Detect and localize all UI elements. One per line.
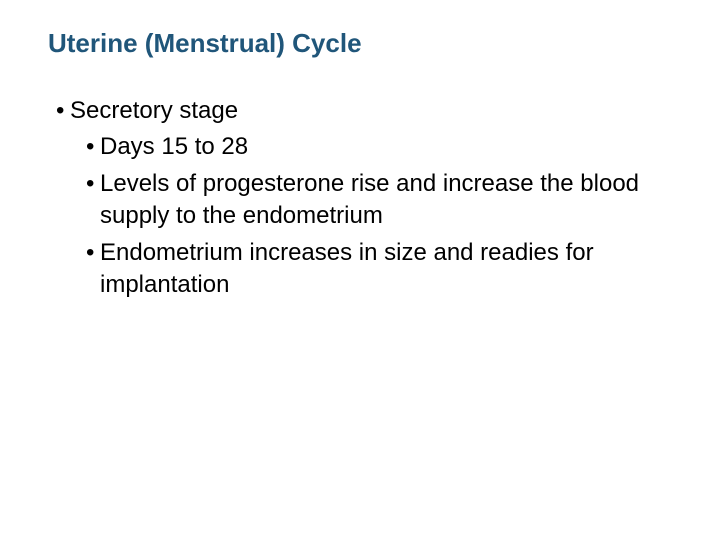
bullet-char: • (56, 95, 70, 127)
bullet-level2: •Levels of progesterone rise and increas… (40, 168, 680, 233)
slide-title: Uterine (Menstrual) Cycle (48, 28, 680, 59)
bullet-level1: •Secretory stage (40, 95, 680, 127)
bullet-text: Levels of progesterone rise and increase… (100, 170, 639, 229)
bullet-text: Days 15 to 28 (100, 133, 248, 160)
slide-content: •Secretory stage •Days 15 to 28 •Levels … (40, 95, 680, 301)
bullet-char: • (86, 237, 100, 269)
bullet-text: Endometrium increases in size and readie… (100, 239, 594, 298)
bullet-text: Secretory stage (70, 97, 238, 124)
bullet-level2: •Days 15 to 28 (40, 131, 680, 163)
slide-container: Uterine (Menstrual) Cycle •Secretory sta… (0, 0, 720, 540)
bullet-char: • (86, 168, 100, 200)
bullet-char: • (86, 131, 100, 163)
bullet-level2: •Endometrium increases in size and readi… (40, 237, 680, 302)
